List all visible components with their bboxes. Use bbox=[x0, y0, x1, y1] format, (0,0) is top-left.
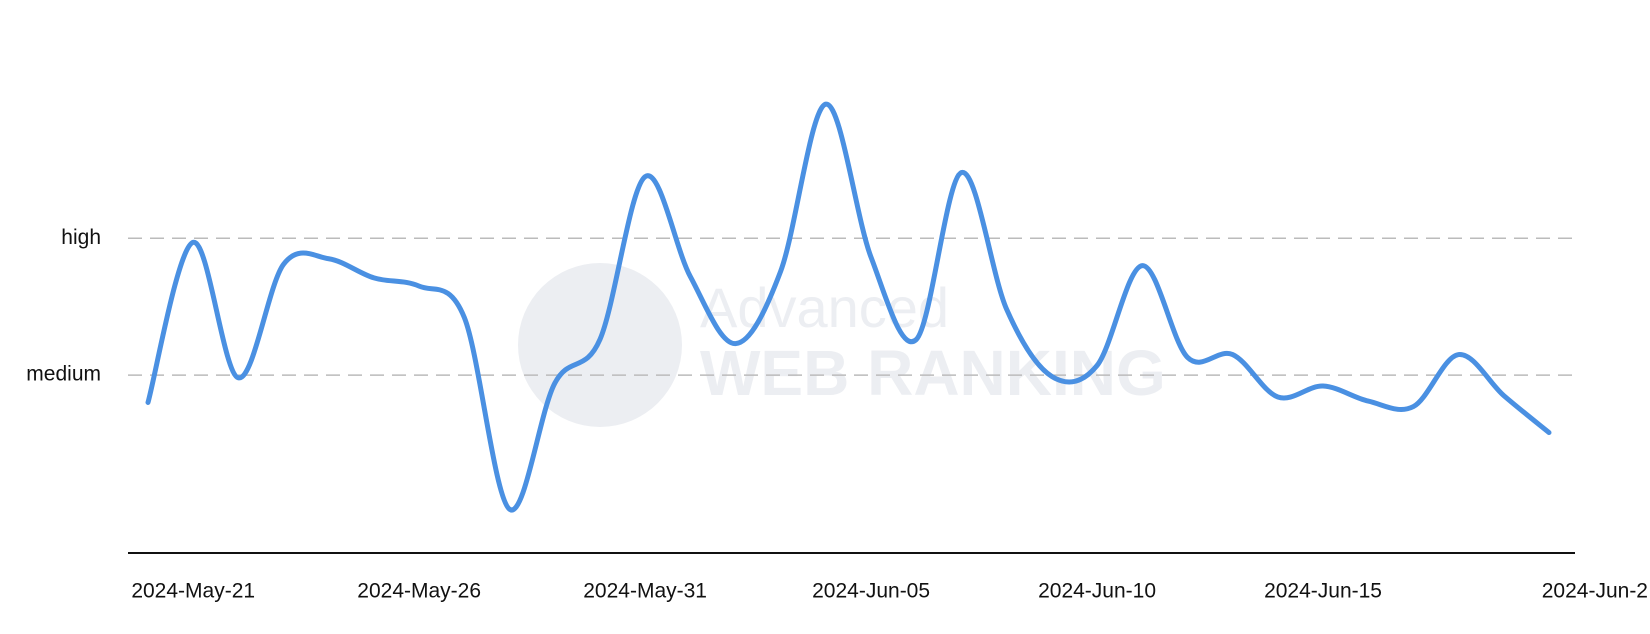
watermark: Advanced WEB RANKING bbox=[518, 263, 1166, 427]
x-tick-label: 2024-May-26 bbox=[357, 580, 481, 603]
x-tick-label: 2024-Jun-2 bbox=[1542, 580, 1648, 603]
x-tick-label: 2024-Jun-10 bbox=[1038, 580, 1156, 603]
x-tick-label: 2024-Jun-05 bbox=[812, 580, 930, 603]
x-tick-label: 2024-Jun-15 bbox=[1264, 580, 1382, 603]
x-tick-label: 2024-May-21 bbox=[131, 580, 255, 603]
y-tick-label: medium bbox=[26, 363, 101, 386]
watermark-text: WEB RANKING bbox=[700, 337, 1166, 409]
watermark-text: Advanced bbox=[700, 276, 949, 339]
line bbox=[145, 101, 1552, 513]
x-tick-label: 2024-May-31 bbox=[583, 580, 707, 603]
y-tick-label: high bbox=[61, 226, 101, 249]
